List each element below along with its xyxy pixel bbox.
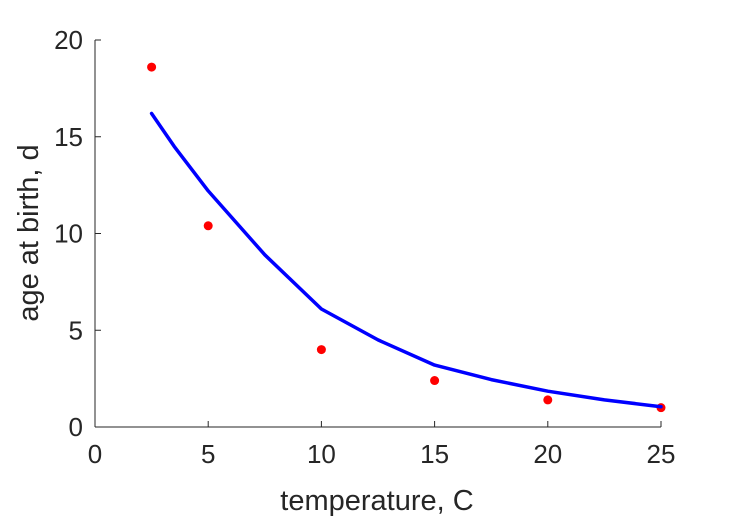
axes: 0 5 10 15 20 25 0 5 10 15 20 <box>54 25 675 469</box>
data-point <box>316 345 326 355</box>
y-tick-label: 10 <box>54 219 83 249</box>
y-tick-label: 15 <box>54 122 83 152</box>
x-tick-label: 10 <box>307 439 336 469</box>
data-point <box>147 62 157 72</box>
data-point <box>543 395 553 405</box>
y-axis-title: age at birth, d <box>13 144 45 321</box>
data-point <box>430 376 440 386</box>
x-tick-label: 5 <box>201 439 215 469</box>
x-tick-label: 25 <box>647 439 676 469</box>
y-tick-label: 0 <box>69 412 83 442</box>
fit-curve-line <box>149 111 663 409</box>
x-tick-label: 20 <box>533 439 562 469</box>
x-axis-title: temperature, C <box>280 485 473 517</box>
x-tick-label: 15 <box>420 439 449 469</box>
y-tick-label: 20 <box>54 25 83 55</box>
data-point <box>203 221 213 231</box>
plot-area <box>147 62 666 413</box>
y-tick-label: 5 <box>69 315 83 345</box>
x-tick-label: 0 <box>88 439 102 469</box>
